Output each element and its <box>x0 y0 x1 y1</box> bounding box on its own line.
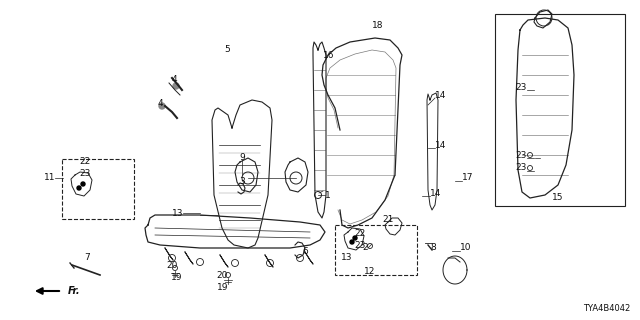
Text: 3: 3 <box>239 178 245 187</box>
Text: 4: 4 <box>171 76 177 84</box>
Circle shape <box>350 240 354 244</box>
Text: 13: 13 <box>172 209 183 218</box>
Text: 16: 16 <box>323 51 334 60</box>
Text: 5: 5 <box>224 45 230 54</box>
Text: 22: 22 <box>355 229 365 238</box>
Text: 22: 22 <box>79 157 91 166</box>
Text: 13: 13 <box>340 253 352 262</box>
Text: 2: 2 <box>362 244 367 252</box>
Bar <box>335 225 417 275</box>
Text: 19: 19 <box>216 283 228 292</box>
Text: 7: 7 <box>84 253 90 262</box>
Text: 20: 20 <box>216 270 228 279</box>
Text: 23: 23 <box>516 164 527 172</box>
Text: 17: 17 <box>462 173 474 182</box>
Text: 8: 8 <box>430 244 436 252</box>
Text: 14: 14 <box>435 140 446 149</box>
Text: 15: 15 <box>552 194 564 203</box>
Text: 14: 14 <box>435 91 446 100</box>
Circle shape <box>353 236 357 240</box>
Circle shape <box>159 103 165 109</box>
Text: 10: 10 <box>460 244 472 252</box>
Text: 21: 21 <box>382 215 394 225</box>
Text: 23: 23 <box>355 242 365 251</box>
Text: 1: 1 <box>325 190 331 199</box>
Text: 20: 20 <box>166 261 178 270</box>
Text: 14: 14 <box>430 188 442 197</box>
Text: 9: 9 <box>239 153 245 162</box>
Text: 4: 4 <box>157 100 163 108</box>
Text: 6: 6 <box>302 247 308 257</box>
Text: 23: 23 <box>516 150 527 159</box>
Text: 23: 23 <box>516 83 527 92</box>
Text: 18: 18 <box>372 20 384 29</box>
Text: 23: 23 <box>79 170 91 179</box>
Text: 11: 11 <box>44 173 55 182</box>
Circle shape <box>173 83 179 89</box>
Text: Fr.: Fr. <box>68 286 81 296</box>
Circle shape <box>77 186 81 190</box>
Text: 19: 19 <box>170 274 182 283</box>
Text: TYA4B4042: TYA4B4042 <box>583 304 630 313</box>
Text: 12: 12 <box>364 268 376 276</box>
Bar <box>62 159 134 219</box>
Circle shape <box>81 182 85 186</box>
Bar <box>495 14 625 206</box>
